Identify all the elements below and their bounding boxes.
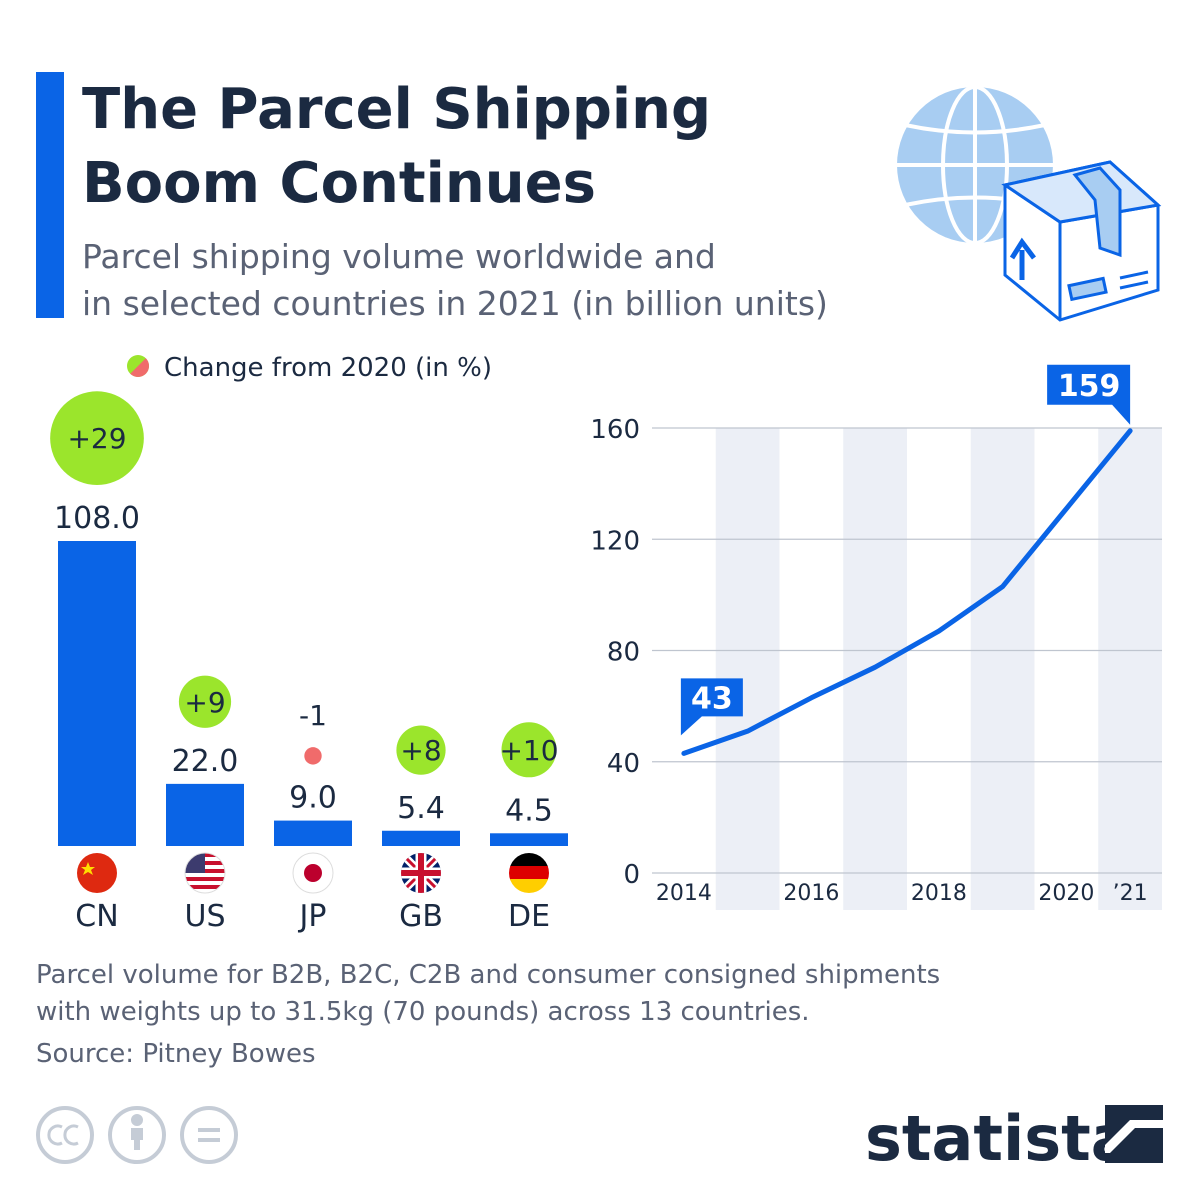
column-band	[970, 428, 1035, 910]
x-tick-label: CN	[75, 899, 118, 934]
value-label: 4.5	[505, 793, 553, 828]
bar	[166, 783, 244, 846]
y-tick-label: 120	[590, 526, 640, 556]
x-tick-label: 2018	[911, 881, 967, 906]
flags	[77, 852, 549, 894]
legend-label: Change from 2020 (in %)	[164, 353, 492, 383]
line	[681, 428, 1133, 756]
change-label: +8	[400, 734, 441, 767]
subtitle: in selected countries in 2021 (in billio…	[82, 284, 828, 323]
footnote: with weights up to 31.5kg (70 pounds) ac…	[36, 997, 810, 1027]
x-tick-label: 2020	[1038, 881, 1094, 906]
change-bubble	[304, 747, 322, 765]
x-tick-label: JP	[298, 899, 327, 934]
value-label: 9.0	[289, 781, 337, 816]
source: Source: Pitney Bowes	[36, 1039, 316, 1069]
callout	[680, 678, 743, 736]
change-bubble	[501, 722, 557, 778]
y-tick-label: 0	[623, 860, 640, 890]
y-tick-label: 80	[607, 638, 640, 668]
value-label: 108.0	[54, 501, 140, 536]
title: Boom Continues	[82, 151, 596, 216]
value-label: 5.4	[397, 791, 445, 826]
footnote: Parcel volume for B2B, B2C, C2B and cons…	[36, 960, 940, 990]
change-label: +29	[67, 422, 126, 455]
subtitle: Parcel shipping volume worldwide and	[82, 237, 716, 276]
x-tick-label: 2014	[656, 881, 712, 906]
bar	[382, 830, 460, 846]
column-band	[715, 428, 780, 910]
y-tick-label: 40	[607, 749, 640, 779]
y-tick-label: 160	[590, 415, 640, 445]
change-bubble	[178, 675, 232, 728]
bar	[58, 541, 136, 846]
change-label: +9	[184, 686, 225, 719]
change-bubble	[396, 725, 446, 775]
header-icon	[897, 85, 1162, 322]
change-label: -1	[299, 699, 327, 732]
license-icons	[36, 1106, 238, 1164]
brand-logo	[1105, 1105, 1163, 1163]
bar	[274, 820, 352, 846]
x-tick-label: 2016	[783, 881, 839, 906]
callout	[1047, 364, 1131, 425]
x-tick-label: US	[184, 899, 225, 934]
brand: statista	[865, 1102, 1133, 1175]
x-tick-label: ’21	[1113, 881, 1148, 906]
change-bubble	[50, 391, 144, 486]
x-tick-label: GB	[399, 899, 443, 934]
change-label: +10	[499, 734, 558, 767]
bar	[490, 833, 568, 846]
data-label: 159	[1058, 369, 1121, 404]
legend: Change from 2020 (in %)	[127, 353, 492, 383]
x-tick-label: DE	[508, 899, 550, 934]
column-band	[1098, 428, 1162, 910]
title: The Parcel Shipping	[82, 77, 711, 142]
title-accent	[36, 72, 64, 318]
data-label: 43	[691, 681, 733, 716]
value-label: 22.0	[172, 744, 239, 779]
